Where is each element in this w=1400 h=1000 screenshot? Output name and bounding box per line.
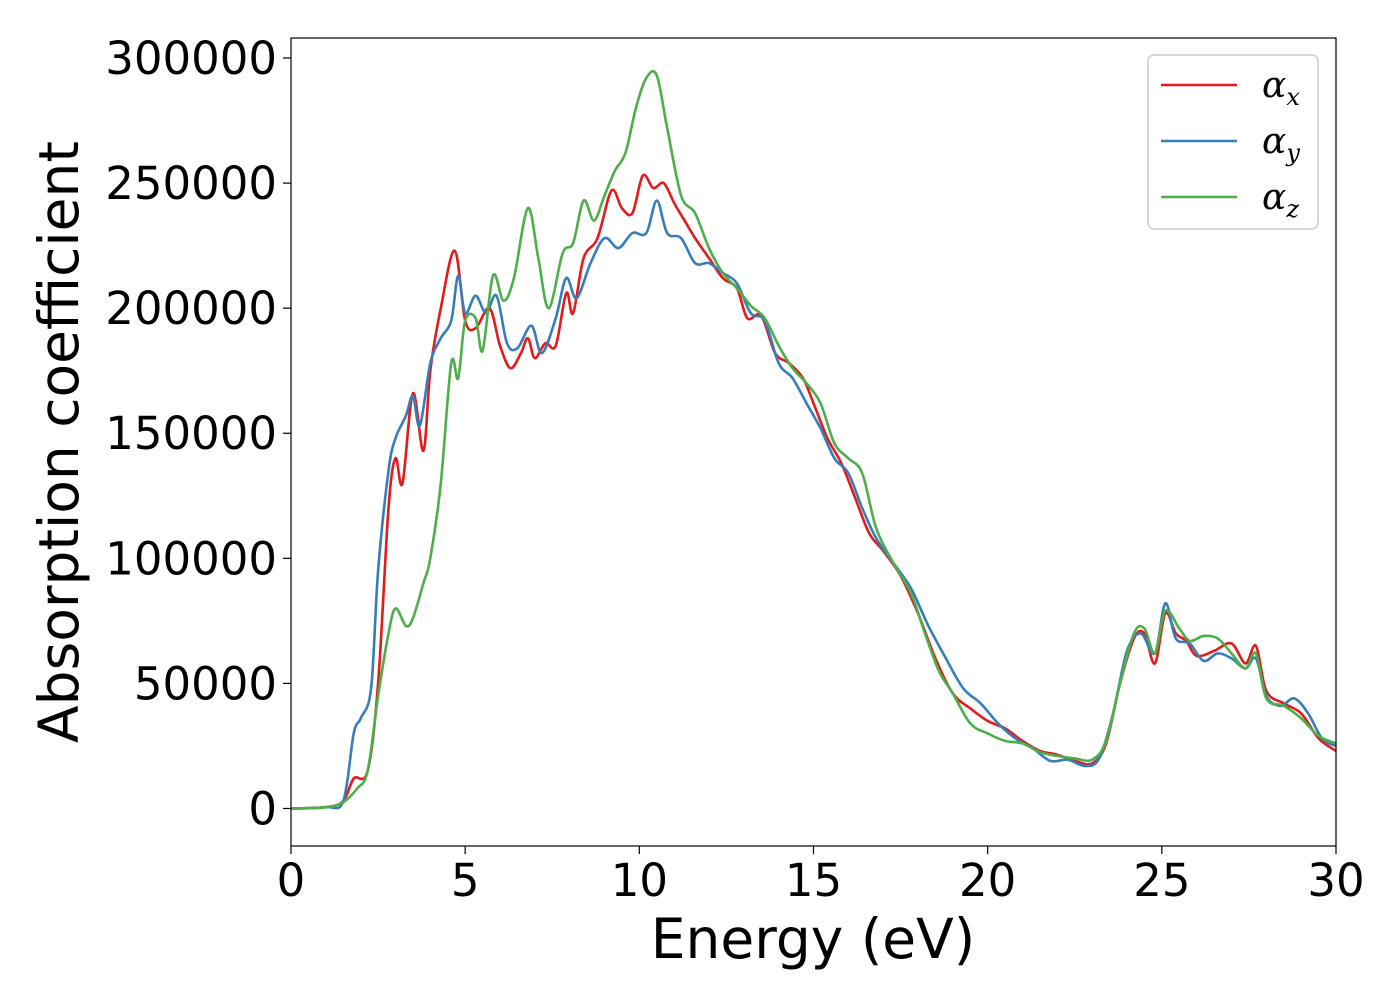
series-line-z bbox=[291, 69, 1336, 810]
legend-label-y: αy bbox=[1262, 121, 1300, 167]
x-tick-label: 15 bbox=[785, 854, 842, 907]
x-tick-label: 25 bbox=[1133, 854, 1190, 907]
y-tick-label: 300000 bbox=[105, 32, 277, 85]
legend: αx αy αz bbox=[1147, 54, 1319, 230]
x-tick-label: 30 bbox=[1307, 854, 1364, 907]
x-tick-label: 0 bbox=[277, 854, 306, 907]
y-tick-label: 0 bbox=[248, 782, 277, 835]
x-axis-label: Energy (eV) bbox=[651, 907, 975, 971]
y-tick-label: 200000 bbox=[105, 282, 277, 335]
y-axis-ticks: 0 50000 100000 150000 200000 250000 300000 bbox=[105, 32, 291, 835]
y-tick-label: 250000 bbox=[105, 157, 277, 210]
x-axis-ticks: 0 5 10 15 20 25 30 bbox=[277, 846, 1365, 907]
y-tick-label: 150000 bbox=[105, 407, 277, 460]
y-axis-label: Absorption coefficient bbox=[27, 141, 91, 743]
legend-label-x: αx bbox=[1262, 65, 1300, 111]
series-line-y bbox=[291, 199, 1336, 810]
y-tick-label: 50000 bbox=[134, 657, 277, 710]
x-tick-label: 5 bbox=[451, 854, 480, 907]
x-tick-label: 20 bbox=[959, 854, 1016, 907]
series-group bbox=[291, 69, 1336, 810]
x-tick-label: 10 bbox=[611, 854, 668, 907]
legend-label-z: αz bbox=[1262, 177, 1299, 223]
y-tick-label: 100000 bbox=[105, 532, 277, 585]
